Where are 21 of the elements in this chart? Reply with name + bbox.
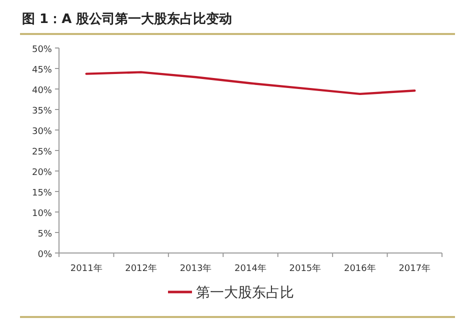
y-tick-label: 15% bbox=[32, 188, 52, 198]
y-tick-label: 45% bbox=[32, 66, 52, 76]
x-tick-label: 2013年 bbox=[180, 263, 212, 274]
x-tick-label: 2015年 bbox=[289, 263, 322, 274]
y-tick-label: 20% bbox=[32, 168, 52, 178]
y-tick-label: 0% bbox=[38, 250, 52, 260]
x-tick-label: 2012年 bbox=[125, 263, 158, 274]
x-tick-label: 2016年 bbox=[344, 263, 376, 274]
x-tick-label: 2014年 bbox=[234, 263, 266, 274]
line-series bbox=[85, 71, 416, 96]
legend-label: 第一大股东占比 bbox=[196, 285, 294, 301]
y-tick-label: 30% bbox=[32, 127, 52, 137]
y-tick-label: 35% bbox=[32, 106, 52, 116]
y-tick-label: 10% bbox=[32, 209, 52, 219]
chart-title: 图 1：A 股公司第一大股东占比变动 bbox=[22, 11, 232, 27]
x-tick-label: 2011年 bbox=[70, 263, 102, 274]
y-tick-label: 50% bbox=[32, 45, 52, 55]
y-tick-label: 5% bbox=[38, 230, 52, 240]
y-tick-label: 25% bbox=[32, 148, 52, 158]
y-tick-label: 40% bbox=[32, 86, 52, 96]
x-tick-label: 2017年 bbox=[398, 263, 431, 274]
